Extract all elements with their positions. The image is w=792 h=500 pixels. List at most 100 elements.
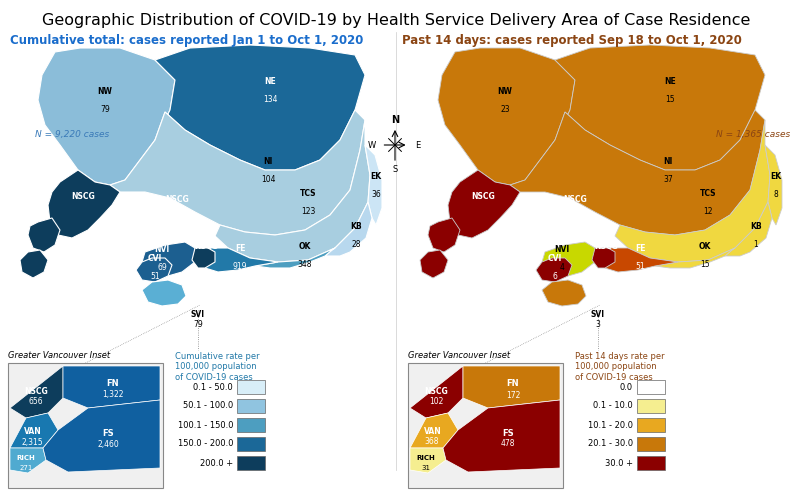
Text: 30.0 +: 30.0 + (605, 458, 633, 468)
Bar (237, 380, 265, 394)
Polygon shape (325, 202, 372, 256)
Text: N = 1,365 cases: N = 1,365 cases (716, 130, 790, 140)
Text: 172: 172 (506, 390, 520, 400)
Text: NVI: NVI (575, 224, 590, 232)
Text: NSCG: NSCG (471, 192, 495, 201)
Polygon shape (142, 280, 186, 306)
Polygon shape (198, 248, 278, 272)
Text: EK: EK (771, 172, 782, 181)
Text: 478: 478 (501, 440, 516, 448)
Polygon shape (725, 202, 772, 256)
Text: 51: 51 (150, 272, 160, 281)
Polygon shape (448, 170, 520, 238)
Polygon shape (555, 45, 765, 170)
Text: CVI: CVI (548, 254, 562, 263)
Text: 79: 79 (100, 105, 110, 114)
Polygon shape (142, 242, 195, 276)
Text: N = 9,220 cases: N = 9,220 cases (35, 130, 109, 140)
Text: 0.0: 0.0 (620, 382, 633, 392)
Bar (8, 363, 163, 488)
Text: 200.0 +: 200.0 + (200, 458, 233, 468)
Polygon shape (28, 218, 60, 252)
Text: 10.1 - 20.0: 10.1 - 20.0 (588, 420, 633, 430)
Text: NSCG: NSCG (425, 386, 447, 396)
Polygon shape (765, 145, 782, 225)
Text: 4: 4 (560, 263, 565, 272)
Polygon shape (215, 120, 370, 262)
Text: 15: 15 (700, 260, 710, 269)
Text: VAN: VAN (24, 426, 42, 436)
Text: FE: FE (634, 244, 645, 253)
Text: OK: OK (299, 242, 311, 251)
Text: RICH: RICH (17, 455, 36, 461)
Polygon shape (542, 280, 586, 306)
Text: NSCG: NSCG (563, 196, 587, 204)
Text: RICH: RICH (417, 455, 436, 461)
Bar (237, 437, 265, 451)
Polygon shape (110, 110, 365, 235)
Text: 0.1 - 10.0: 0.1 - 10.0 (593, 402, 633, 410)
Polygon shape (10, 413, 58, 448)
Text: Past 14 days rate per
100,000 population
of COVID-19 cases: Past 14 days rate per 100,000 population… (575, 352, 664, 382)
Polygon shape (63, 366, 160, 408)
Text: NI: NI (664, 157, 672, 166)
Text: 6: 6 (553, 272, 558, 281)
Text: 37: 37 (663, 175, 673, 184)
Text: 12: 12 (703, 207, 713, 216)
Text: 100.1 - 150.0: 100.1 - 150.0 (177, 420, 233, 430)
Text: NSCG: NSCG (24, 386, 48, 396)
Text: 28: 28 (351, 240, 360, 249)
Text: KB: KB (750, 222, 762, 231)
Polygon shape (420, 250, 448, 278)
Text: SVI: SVI (591, 310, 605, 319)
Text: Geographic Distribution of COVID-19 by Health Service Delivery Area of Case Resi: Geographic Distribution of COVID-19 by H… (42, 13, 750, 28)
Text: Greater Vancouver Inset: Greater Vancouver Inset (8, 351, 110, 360)
Text: Past 14 days: cases reported Sep 18 to Oct 1, 2020: Past 14 days: cases reported Sep 18 to O… (402, 34, 742, 47)
Text: 348: 348 (298, 260, 312, 269)
Bar (637, 399, 665, 413)
Polygon shape (48, 170, 120, 238)
Text: SVI: SVI (191, 310, 205, 319)
Text: 102: 102 (428, 398, 444, 406)
Text: FN: FN (507, 378, 520, 388)
Text: FS: FS (102, 428, 114, 438)
Text: 50.1 - 100.0: 50.1 - 100.0 (183, 402, 233, 410)
Polygon shape (510, 110, 765, 235)
Text: 104: 104 (261, 175, 276, 184)
Text: CVI: CVI (148, 254, 162, 263)
Polygon shape (365, 145, 382, 225)
Bar (237, 456, 265, 470)
Text: 368: 368 (425, 438, 440, 446)
Text: 656: 656 (29, 398, 44, 406)
Text: 1: 1 (754, 240, 759, 249)
Text: 123: 123 (301, 207, 315, 216)
Polygon shape (615, 120, 770, 262)
Bar (237, 418, 265, 432)
Text: 20.1 - 30.0: 20.1 - 30.0 (588, 440, 633, 448)
Polygon shape (443, 400, 560, 472)
Text: NE: NE (664, 77, 676, 86)
Text: W: W (367, 140, 376, 149)
Text: 2,460: 2,460 (97, 440, 119, 448)
Text: EK: EK (371, 172, 382, 181)
Text: FS: FS (502, 428, 514, 438)
Text: 8: 8 (774, 190, 779, 199)
Polygon shape (10, 448, 46, 473)
Bar (637, 418, 665, 432)
Text: 3: 3 (596, 320, 600, 329)
Polygon shape (428, 218, 460, 252)
Text: 0.1 - 50.0: 0.1 - 50.0 (193, 382, 233, 392)
Bar (637, 437, 665, 451)
Polygon shape (598, 248, 678, 272)
Polygon shape (592, 248, 615, 268)
Text: VAN: VAN (425, 426, 442, 436)
Polygon shape (438, 48, 575, 185)
Polygon shape (43, 400, 160, 472)
Text: TCS: TCS (700, 189, 716, 198)
Text: NSCG: NSCG (194, 242, 218, 251)
Text: Cumulative total: cases reported Jan 1 to Oct 1, 2020: Cumulative total: cases reported Jan 1 t… (10, 34, 364, 47)
Text: 31: 31 (421, 465, 431, 471)
Text: TCS: TCS (299, 189, 316, 198)
Bar (637, 380, 665, 394)
Text: NVI: NVI (154, 245, 169, 254)
